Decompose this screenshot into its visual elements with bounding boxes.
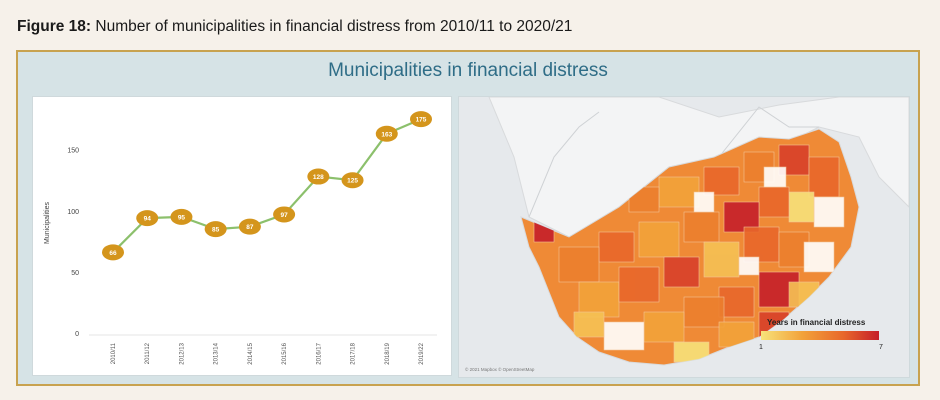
x-tick-label: 2016/17 <box>316 342 322 364</box>
map-region <box>808 156 840 198</box>
x-tick-label: 2015/16 <box>282 342 288 364</box>
data-point-marker <box>136 210 159 227</box>
data-label: 85 <box>212 227 220 234</box>
map-region <box>693 191 715 213</box>
x-tick-label: 2011/12 <box>145 342 151 364</box>
data-point-marker <box>375 125 398 142</box>
map-legend-max: 7 <box>879 344 883 351</box>
y-axis-label: Municipalities <box>44 201 51 244</box>
data-label: 94 <box>144 216 152 223</box>
y-tick-label: 0 <box>75 331 79 338</box>
data-point-marker <box>170 208 193 225</box>
x-tick-label: 2014/15 <box>248 342 254 364</box>
data-label: 128 <box>313 174 324 181</box>
map-country-border <box>528 111 600 218</box>
map-region <box>643 311 685 343</box>
series-line <box>112 118 422 254</box>
map-region <box>638 221 680 258</box>
data-label: 163 <box>381 131 392 138</box>
map-legend-min: 1 <box>759 344 763 351</box>
map-neighbour-land <box>488 97 909 238</box>
map-region <box>573 311 605 338</box>
map-region <box>598 231 635 263</box>
map-region <box>558 246 600 283</box>
map-country-border <box>718 106 819 158</box>
x-tick-label: 2010/11 <box>111 342 117 364</box>
data-label: 125 <box>347 178 358 185</box>
map-region <box>743 226 780 263</box>
distress-map-card: Years in financial distress 1 7 © 2021 M… <box>458 96 910 378</box>
y-tick-label: 50 <box>71 270 79 277</box>
map-region <box>758 186 790 218</box>
x-tick-label: 2017/18 <box>351 342 357 364</box>
panel-title: Municipalities in financial distress <box>328 60 608 81</box>
x-tick-label: 2019/22 <box>419 342 425 364</box>
map-regions <box>533 144 845 363</box>
map-region <box>763 166 787 188</box>
map-region <box>658 176 700 208</box>
map-region <box>683 296 725 328</box>
data-point-marker <box>341 172 364 189</box>
map-region <box>618 266 660 303</box>
data-point-marker <box>238 218 261 235</box>
y-tick-label: 100 <box>67 209 79 216</box>
data-point-marker <box>307 168 330 185</box>
figure-panel: Municipalities in financial distress 0 50… <box>16 50 920 386</box>
line-chart: 0 50 100 150 Municipalities 66 94 95 85 87 97 128 12… <box>44 111 437 365</box>
x-tick-label: 2013/14 <box>214 342 220 364</box>
x-tick-label: 2018/19 <box>385 342 391 364</box>
map-region <box>813 196 845 228</box>
x-tick-label: 2012/13 <box>179 342 185 364</box>
map-region <box>738 256 760 276</box>
map-region <box>788 191 815 223</box>
map-region <box>703 241 740 278</box>
map-region <box>683 211 720 243</box>
data-label: 87 <box>246 224 254 231</box>
map-credit: © 2021 Mapbox © OpenStreetMap <box>465 366 535 372</box>
data-point-marker <box>273 206 296 223</box>
figure-caption: Figure 18: Number of municipalities in f… <box>17 18 572 36</box>
y-tick-label: 150 <box>67 148 79 155</box>
figure-caption-text: Number of municipalities in financial di… <box>95 18 573 35</box>
map-region <box>663 256 700 288</box>
data-point-marker <box>410 111 432 128</box>
map-region <box>603 321 645 351</box>
line-chart-card: 0 50 100 150 Municipalities 66 94 95 85 87 97 128 12… <box>32 96 452 376</box>
distress-map: Years in financial distress 1 7 © 2021 M… <box>459 97 909 377</box>
map-region <box>703 166 740 196</box>
data-label: 95 <box>178 214 186 221</box>
data-label: 175 <box>416 117 427 124</box>
data-label: 66 <box>109 250 117 257</box>
figure-label: Figure 18: <box>17 18 92 35</box>
data-point-marker <box>102 244 124 261</box>
data-point-marker <box>204 221 227 238</box>
map-legend-title: Years in financial distress <box>767 318 866 327</box>
data-label: 97 <box>280 212 288 219</box>
map-region <box>803 241 835 273</box>
map-legend-scale <box>761 331 879 340</box>
map-region <box>718 286 755 318</box>
